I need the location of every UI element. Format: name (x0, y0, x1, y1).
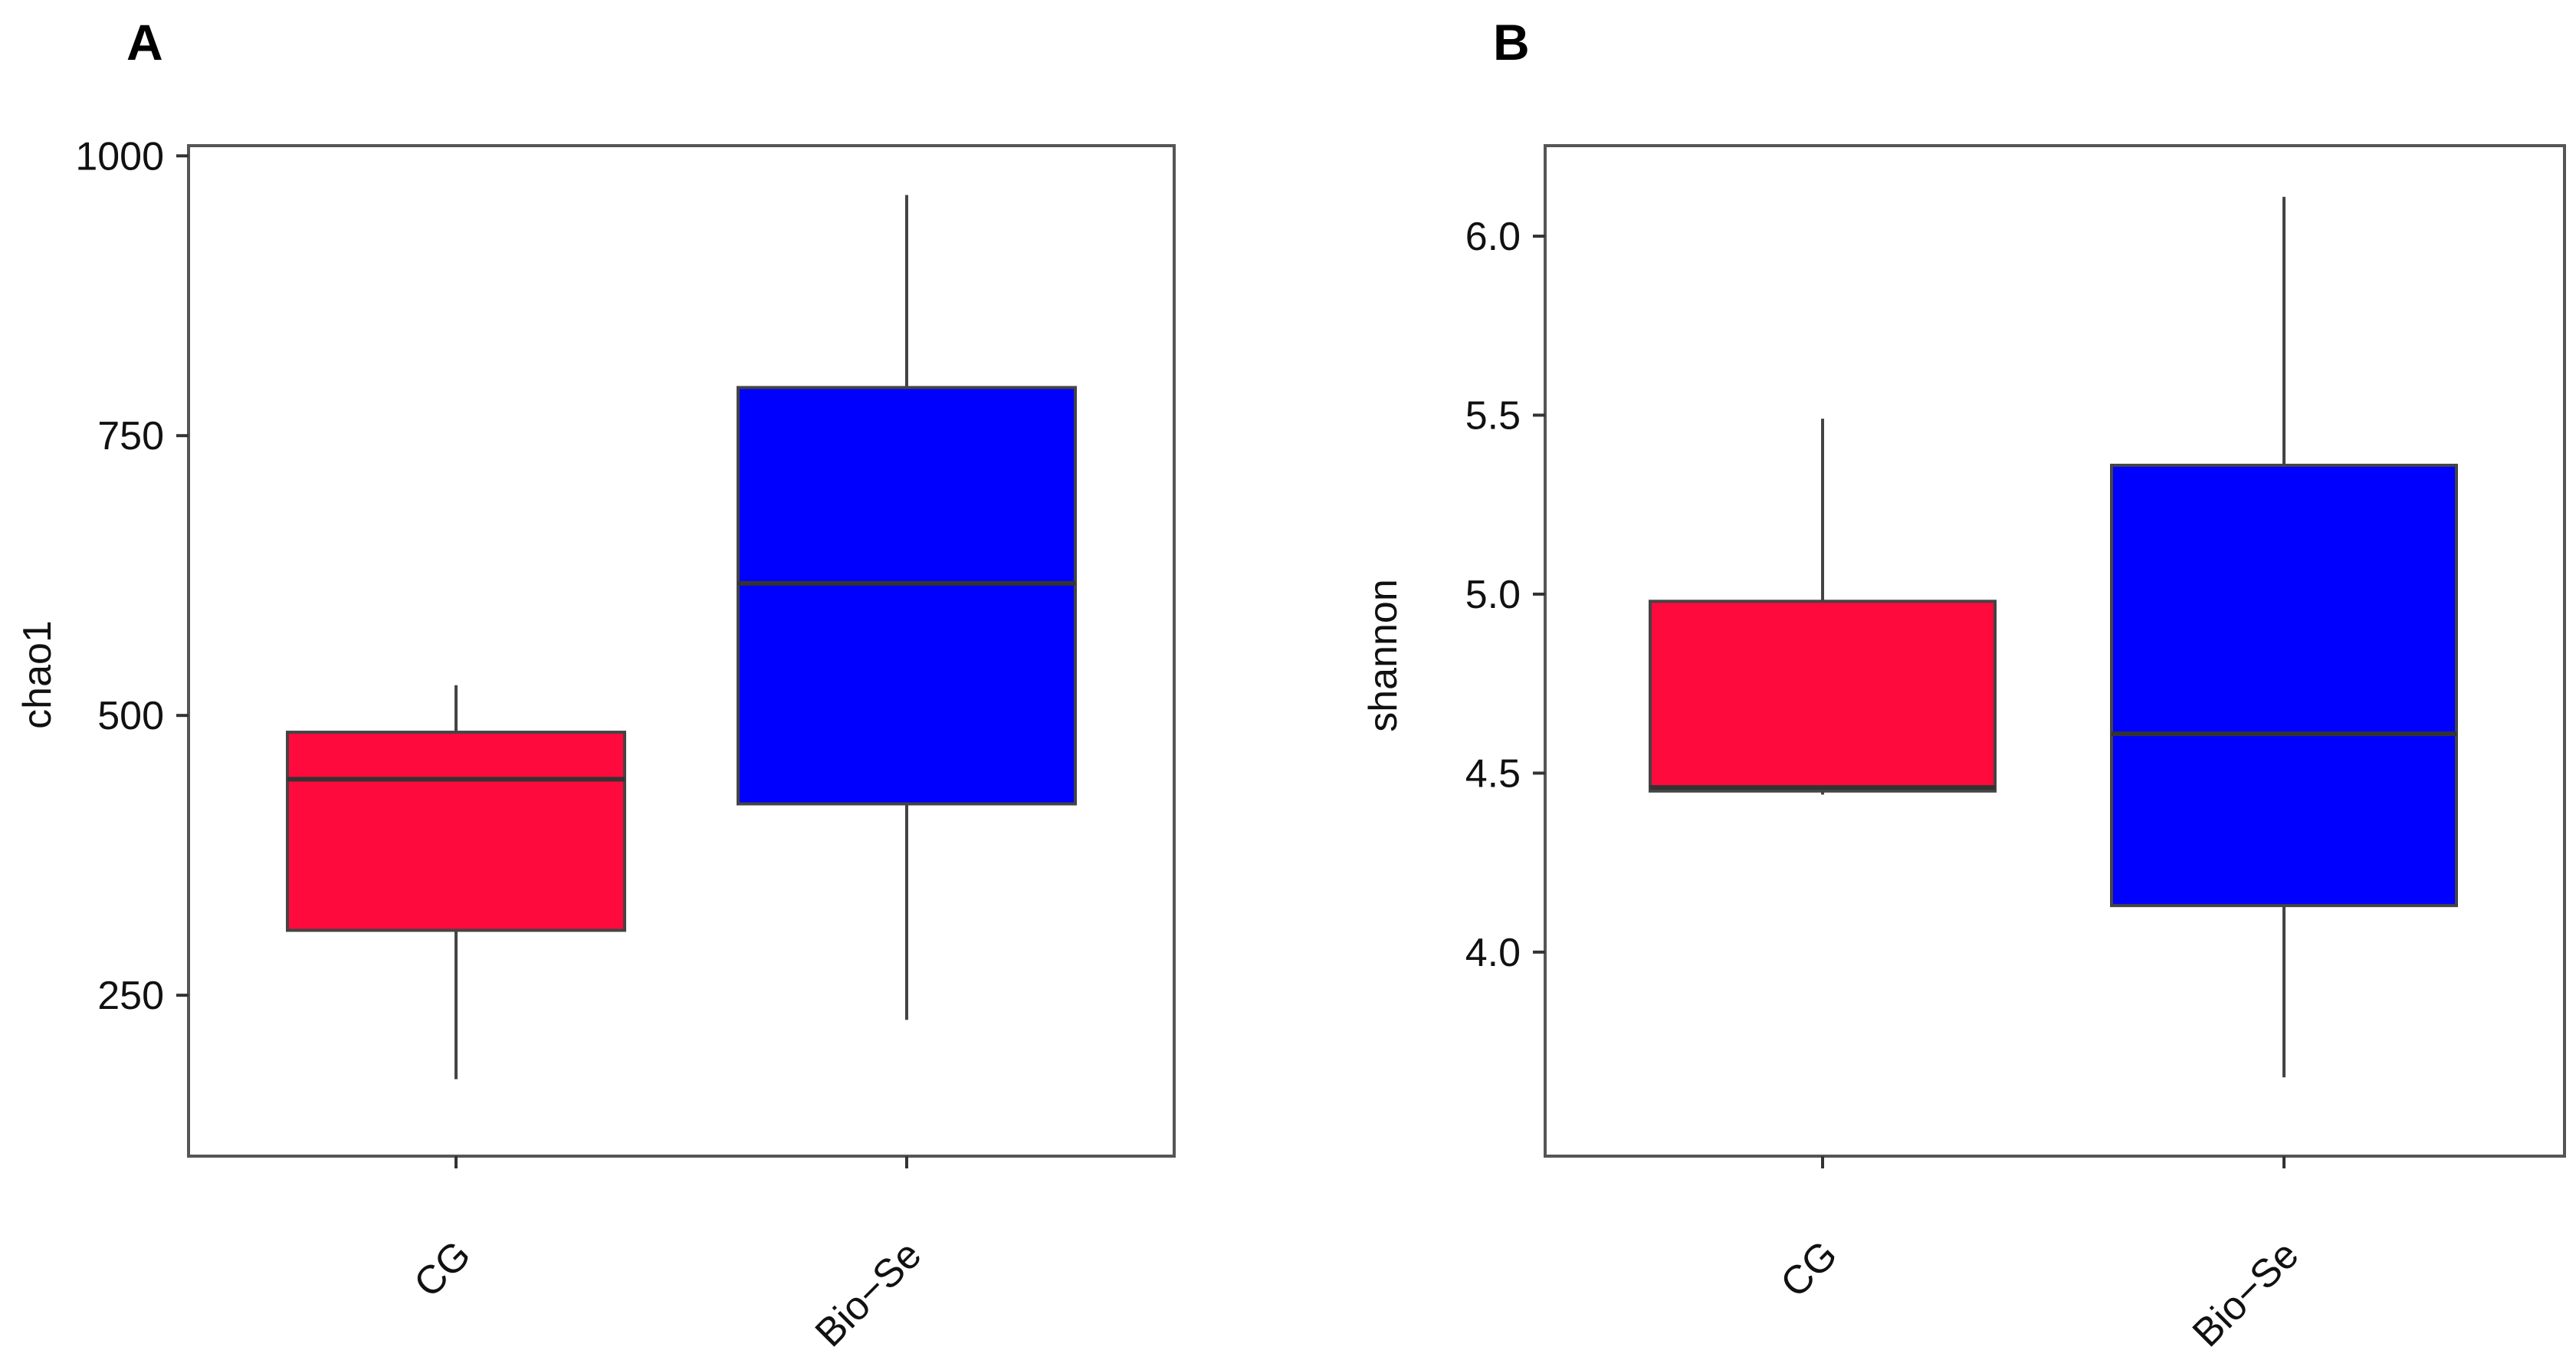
panel-b-y-tick-label: 5.5 (1465, 394, 1521, 439)
panel-a-cg-box (286, 731, 626, 932)
panel-b-y-ticks: 4.0 4.5 5.0 5.5 6.0 (1465, 215, 1545, 975)
panel-a-y-ticks: 250 500 750 1000 (75, 134, 189, 1018)
panel-b-y-tick-label: 4.5 (1465, 751, 1521, 796)
panel-b-cg-box (1649, 600, 1997, 793)
panel-b-y-tick-label: 5.0 (1465, 573, 1521, 617)
panel-b-y-tick-label: 6.0 (1465, 215, 1521, 259)
panel-a-boxes (286, 195, 1077, 1079)
panel-b-plot-frame (1544, 144, 2566, 1158)
panel-a-y-tick-label: 500 (97, 694, 164, 738)
panel-a-y-axis-title: chao1 (15, 620, 60, 729)
panel-b-letter: B (1493, 14, 1530, 71)
panel-a-bio-se-box (737, 386, 1077, 806)
panel-b-bio-se-box (2110, 463, 2458, 908)
panel-a-y-tick-label: 250 (97, 974, 164, 1018)
panel-b-y-tick-label: 4.0 (1465, 931, 1521, 975)
panel-a-plot-frame (187, 144, 1176, 1158)
panel-a-y-tick-label: 1000 (75, 134, 164, 179)
panel-b-boxes (1649, 196, 2458, 1078)
panel-a-letter: A (126, 14, 163, 71)
panel-b-y-axis-title: shannon (1361, 579, 1406, 732)
panel-a-y-tick-label: 750 (97, 414, 164, 458)
